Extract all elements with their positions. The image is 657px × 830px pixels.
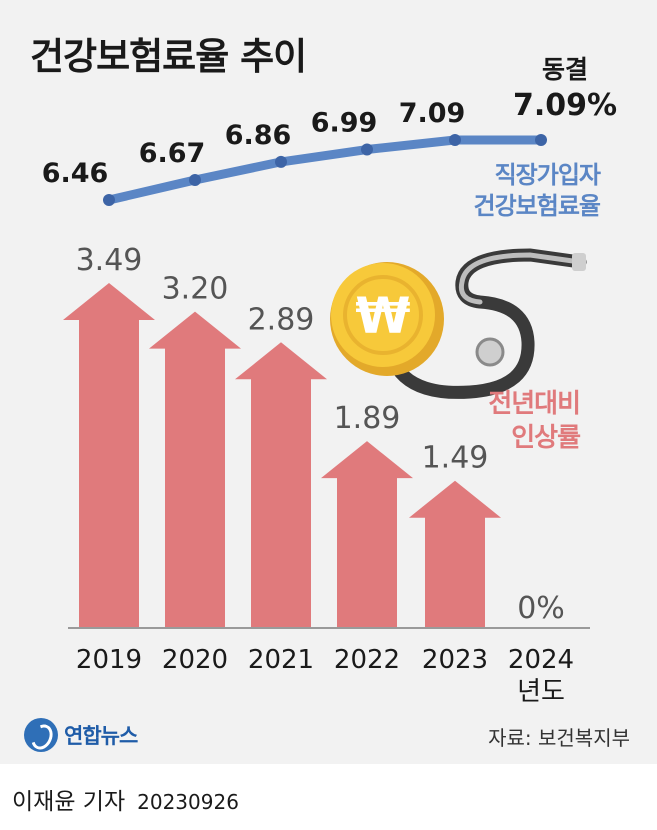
chart-title: 건강보험료율 추이 <box>30 35 307 78</box>
byline-author: 이재윤 기자 <box>12 789 126 815</box>
increase-label-2021: 2.89 <box>248 302 315 337</box>
source-note: 자료: 보건복지부 <box>488 726 630 750</box>
rate-label-2019: 6.46 <box>42 158 109 189</box>
increase-arrow-2023 <box>409 480 501 628</box>
rate-point-2022 <box>361 143 373 156</box>
svg-text:₩: ₩ <box>355 287 410 345</box>
x-tick-2019: 2019 <box>76 645 142 675</box>
legend-rate-line: 직장가입자 건강보험료율 <box>400 160 601 222</box>
rate-label-2023: 7.09 <box>399 98 466 129</box>
legend-increase: 전년대비 인상률 <box>420 387 581 455</box>
freeze-label: 동결 <box>541 55 588 84</box>
rate-label-2022: 6.99 <box>311 108 378 139</box>
legend-rate-line-1: 직장가입자 <box>494 161 601 189</box>
legend-increase-1: 전년대비 <box>488 389 581 419</box>
freeze-annotation: 동결 7.09% <box>500 50 630 123</box>
increase-label-2019: 3.49 <box>76 243 143 278</box>
rate-label-2021: 6.86 <box>225 120 292 151</box>
x-tick-2022: 2022 <box>334 645 400 675</box>
x-tick-2021: 2021 <box>248 645 314 675</box>
won-coin-icon: ₩ <box>330 262 444 376</box>
rate-point-2024 <box>535 134 547 146</box>
x-tick-2020: 2020 <box>162 645 228 675</box>
rate-point-2019 <box>103 194 115 206</box>
yonhap-logo-text: 연합뉴스 <box>64 724 138 748</box>
increase-label-2024: 0% <box>517 591 565 626</box>
x-tick-2024: 2024 <box>508 645 574 675</box>
increase-label-2023: 1.49 <box>422 441 489 476</box>
legend-rate-line-2: 건강보험료율 <box>473 192 601 220</box>
rate-line <box>104 135 546 205</box>
rate-point-2023 <box>449 134 461 146</box>
increase-arrow-2022 <box>321 441 413 628</box>
rate-label-2020: 6.67 <box>139 138 206 169</box>
x-axis-unit: 년도 <box>517 677 565 707</box>
yonhap-logo: 연합뉴스 <box>24 716 138 754</box>
byline: 이재윤 기자 20230926 <box>12 782 239 816</box>
increase-label-2022: 1.89 <box>334 401 401 436</box>
stethoscope-icon <box>380 248 587 399</box>
increase-arrow-2020 <box>149 311 241 628</box>
rate-point-2020 <box>189 174 201 186</box>
byline-date: 20230926 <box>137 790 239 814</box>
legend-increase-2: 인상률 <box>511 423 581 453</box>
increase-arrow-2021 <box>235 342 327 628</box>
chart-canvas: ₩ 3.49 3.20 2.89 1.89 1.49 0% 6.46 6.67 6.86 6.9… <box>42 98 590 707</box>
yonhap-logo-icon <box>24 718 58 752</box>
x-tick-2023: 2023 <box>422 645 488 675</box>
increase-label-2020: 3.20 <box>162 272 229 307</box>
increase-arrow-2019 <box>63 283 155 628</box>
rate-point-2021 <box>275 155 287 168</box>
freeze-value: 7.09% <box>512 88 618 123</box>
